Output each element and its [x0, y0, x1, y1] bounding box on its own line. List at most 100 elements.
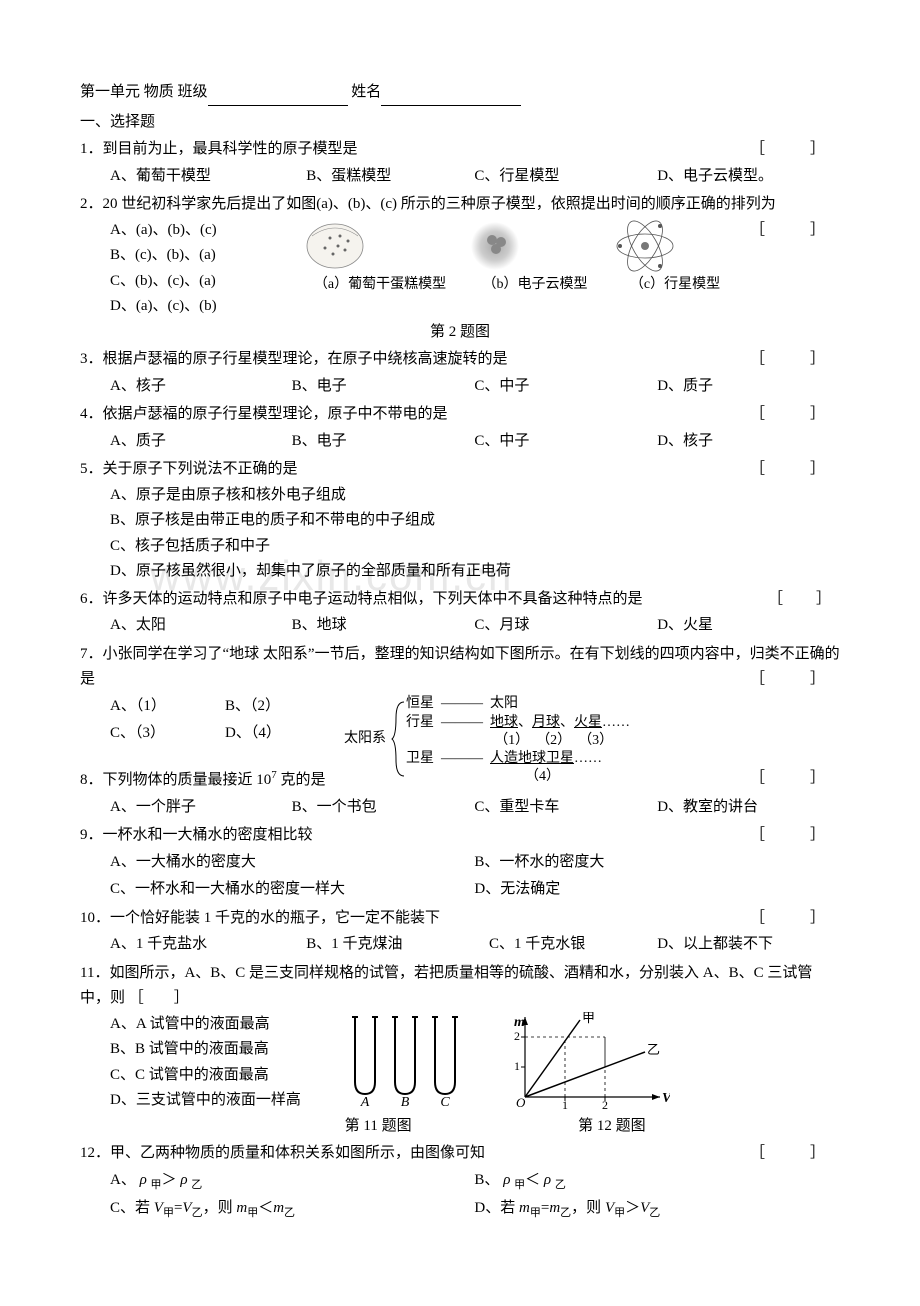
svg-text:O: O: [516, 1095, 526, 1110]
q1-opt-d: D、电子云模型。: [657, 168, 773, 184]
question-2: 2．20 世纪初科学家先后提出了如图(a)、(b)、(c) 所示的三种原子模型，…: [80, 192, 840, 345]
q2-cap-a: （a）葡萄干蛋糕模型: [314, 273, 446, 297]
q12-fig-caption: 第 12 题图: [532, 1114, 692, 1140]
q5-stem: 5．关于原子下列说法不正确的是: [80, 461, 298, 477]
q9-opt-c: C、一杯水和一大桶水的密度一样大: [110, 881, 345, 897]
line3-val: 人造地球卫星: [490, 751, 574, 766]
q12-stem: 12．甲、乙两种物质的质量和体积关系如图所示，由图像可知: [80, 1145, 485, 1161]
q1-opt-c: C、行星模型: [474, 168, 559, 184]
q2-opt-c: C、(b)、(c)、(a): [110, 269, 300, 295]
answer-bracket[interactable]: ［ ］: [750, 347, 840, 373]
line1-label: 恒星: [406, 696, 434, 711]
q4-opt-d: D、核子: [657, 433, 713, 449]
q2-opt-b: B、(c)、(b)、(a): [110, 243, 300, 269]
q11-opt-a: A、A 试管中的液面最高: [110, 1012, 340, 1038]
question-1: 1．到目前为止，最具科学性的原子模型是 ［ ］ A、葡萄干模型 B、蛋糕模型 C…: [80, 137, 840, 190]
q1-stem: 1．到目前为止，最具科学性的原子模型是: [80, 141, 358, 157]
q6-stem: 6．许多天体的运动特点和原子中电子运动特点相似，下列天体中不具备这种特点的是: [80, 591, 643, 607]
electron-cloud-icon: [460, 218, 530, 273]
q2-fig-caption: 第 2 题图: [430, 324, 490, 340]
question-4: 4．依据卢瑟福的原子行星模型理论，原子中不带电的是 ［ ］ A、质子 B、电子 …: [80, 402, 840, 455]
q11-opt-c: C、C 试管中的液面最高: [110, 1063, 340, 1089]
q10-opt-c: C、1 千克水银: [489, 936, 585, 952]
q8-stem-b: 克的是: [277, 772, 326, 788]
svg-text:乙: 乙: [647, 1042, 660, 1057]
question-6: 6．许多天体的运动特点和原子中电子运动特点相似，下列天体中不具备这种特点的是 ［ …: [80, 587, 840, 640]
line2-val-1: 月球: [532, 715, 560, 730]
q2-opt-d: D、(a)、(c)、(b): [110, 294, 300, 320]
svg-text:2: 2: [602, 1098, 608, 1112]
q5-opt-c: C、核子包括质子和中子: [110, 534, 840, 560]
class-field[interactable]: [208, 90, 348, 106]
svg-text:1: 1: [562, 1098, 568, 1112]
mv-graph: m V O 1 2 1 2 甲 乙: [500, 1012, 680, 1112]
name-field[interactable]: [381, 90, 521, 106]
question-11: 11．如图所示，A、B、C 是三支同样规格的试管，若把质量相等的硫酸、酒精和水，…: [80, 961, 840, 1140]
planetary-model-icon: [610, 218, 680, 273]
line3-label: 卫星: [406, 751, 434, 766]
q7-opt-d: D、（4）: [225, 725, 281, 741]
answer-bracket[interactable]: ［ ］: [750, 906, 840, 932]
question-7: 7．小张同学在学习了“地球 太阳系”一节后，整理的知识结构如下图所示。在有下划线…: [80, 642, 840, 787]
answer-bracket[interactable]: ［ ］: [750, 402, 840, 428]
q4-stem: 4．依据卢瑟福的原子行星模型理论，原子中不带电的是: [80, 406, 448, 422]
q6-opt-d: D、火星: [657, 617, 713, 633]
answer-bracket[interactable]: ［ ］: [750, 823, 840, 849]
line2-num-0: （1）: [494, 733, 529, 748]
q4-opt-a: A、质子: [110, 433, 166, 449]
section-1-title: 一、选择题: [80, 110, 840, 136]
unit-label: 第一单元 物质 班级: [80, 84, 208, 100]
q7-stem: 7．小张同学在学习了“地球 太阳系”一节后，整理的知识结构如下图所示。在有下划线…: [80, 646, 840, 688]
q4-opt-c: C、中子: [474, 433, 529, 449]
answer-bracket[interactable]: ［ ］: [750, 137, 840, 163]
q9-opt-b: B、一杯水的密度大: [474, 854, 604, 870]
line2-num-2: （3）: [578, 733, 613, 748]
q7-opt-a: A、（1）: [110, 698, 166, 714]
line3-ellipsis: ……: [574, 751, 602, 766]
question-12: 12．甲、乙两种物质的质量和体积关系如图所示，由图像可知 ［ ］ A、 ρ 甲＞…: [80, 1141, 840, 1224]
answer-bracket[interactable]: ［ ］: [750, 218, 840, 244]
q5-opt-d: D、原子核虽然很小，却集中了原子的全部质量和所有正电荷: [110, 559, 840, 585]
q8-opt-a: A、一个胖子: [110, 799, 196, 815]
q2-opt-a: A、(a)、(b)、(c): [110, 218, 300, 244]
q3-stem: 3．根据卢瑟福的原子行星模型理论，在原子中绕核高速旋转的是: [80, 351, 508, 367]
tube-a-label: A: [360, 1095, 370, 1107]
question-5: 5．关于原子下列说法不正确的是 ［ ］ A、原子是由原子核和核外电子组成 B、原…: [80, 457, 840, 585]
q2-stem: 2．20 世纪初科学家先后提出了如图(a)、(b)、(c) 所示的三种原子模型，…: [80, 196, 776, 212]
question-10: 10．一个恰好能装 1 千克的水的瓶子，它一定不能装下 ［ ］ A、1 千克盐水…: [80, 906, 840, 959]
diagram-root: 太阳系: [340, 727, 390, 751]
q12-opt-c: C、若 V甲=V乙，则 m甲＜m乙: [80, 1195, 474, 1224]
q6-opt-c: C、月球: [474, 617, 529, 633]
q3-opt-d: D、质子: [657, 378, 713, 394]
test-tubes-figure: A B C: [340, 1012, 500, 1107]
q7-opt-c: C、（3）: [110, 725, 165, 741]
name-label: 姓名: [351, 84, 381, 100]
q10-opt-b: B、1 千克煤油: [306, 936, 402, 952]
q12-opt-b: B、 ρ 甲＜ ρ 乙: [474, 1167, 840, 1196]
answer-bracket[interactable]: ［ ］: [750, 766, 840, 792]
q2-cap-b: （b）电子云模型: [483, 273, 588, 297]
answer-bracket[interactable]: ［ ］: [768, 587, 840, 613]
svg-text:甲: 甲: [582, 1012, 595, 1025]
answer-bracket[interactable]: ［ ］: [750, 1141, 840, 1167]
q1-opt-b: B、蛋糕模型: [306, 168, 391, 184]
svg-text:m: m: [514, 1015, 525, 1030]
q10-opt-a: A、1 千克盐水: [110, 936, 207, 952]
q9-opt-a: A、一大桶水的密度大: [110, 854, 256, 870]
line2-num-1: （2）: [536, 733, 571, 748]
q11-stem: 11．如图所示，A、B、C 是三支同样规格的试管，若把质量相等的硫酸、酒精和水，…: [80, 965, 812, 1007]
q8-opt-c: C、重型卡车: [474, 799, 559, 815]
q7-opt-b: B、（2）: [225, 698, 280, 714]
svg-text:V: V: [662, 1091, 670, 1106]
q10-opt-d: D、以上都装不下: [657, 936, 773, 952]
q9-opt-d: D、无法确定: [474, 881, 560, 897]
answer-bracket[interactable]: ［ ］: [750, 667, 840, 693]
q2-cap-c: （c）行星模型: [630, 273, 720, 297]
tube-b-label: B: [401, 1095, 410, 1107]
q6-opt-b: B、地球: [292, 617, 347, 633]
answer-bracket[interactable]: ［ ］: [750, 457, 840, 483]
raisin-model-icon: [300, 218, 370, 273]
question-8: 8．下列物体的质量最接近 107 克的是 ［ ］ A、一个胖子 B、一个书包 C…: [80, 766, 840, 821]
svg-text:1: 1: [514, 1059, 520, 1073]
q11-opt-b: B、B 试管中的液面最高: [110, 1037, 340, 1063]
